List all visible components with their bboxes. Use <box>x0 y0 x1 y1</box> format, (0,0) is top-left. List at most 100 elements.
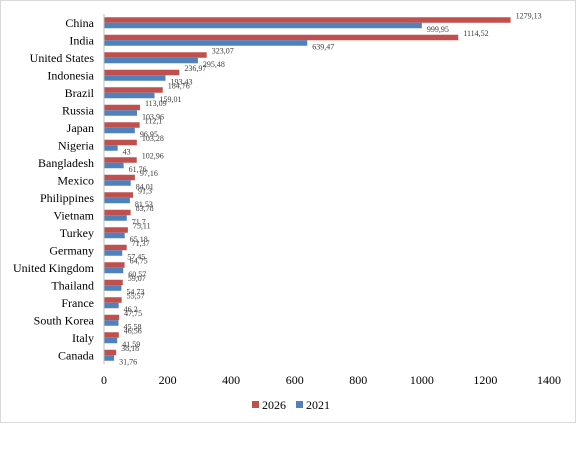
category-label-bangladesh: Bangladesh <box>38 156 94 170</box>
data-label-india-2026: 1114,52 <box>463 29 488 38</box>
data-label-thailand-2021: 54,73 <box>126 287 144 296</box>
bar-philippines-2026 <box>104 192 134 198</box>
bar-south-korea-2021 <box>104 320 119 326</box>
bar-italy-2021 <box>104 337 118 344</box>
category-labels-group: China India United States Indonesia Brazil Ru… <box>13 16 95 363</box>
bar-indonesia-2026 <box>104 69 180 76</box>
bar-mexico-2026 <box>104 174 135 181</box>
data-label-united-states-2021: 295,48 <box>203 60 225 69</box>
legend-label-2026: 2026 <box>262 398 286 412</box>
data-label-china-2021: 999,95 <box>427 25 449 34</box>
category-label-italy: Italy <box>72 331 94 345</box>
legend: 2026 2021 <box>252 398 330 412</box>
data-label-indonesia-2021: 193,43 <box>170 77 192 86</box>
bar-nigeria-2026 <box>104 139 137 146</box>
data-label-india-2021: 639,47 <box>312 42 334 51</box>
x-tick-label-1200: 1200 <box>473 373 497 387</box>
x-tick-label-1400: 1400 <box>537 373 561 387</box>
category-label-mexico: Mexico <box>57 173 94 187</box>
data-label-united-kingdom-2021: 60,57 <box>128 270 146 279</box>
bar-chart: 1279,13 999,95 1114,52 639,47 323,07 295,4823… <box>13 11 561 412</box>
category-label-canada: Canada <box>58 348 95 362</box>
category-label-china: China <box>65 16 94 30</box>
data-label-russia-2026: 113,09 <box>145 99 167 108</box>
bar-united-kingdom-2021 <box>104 267 124 274</box>
bar-china-2026 <box>104 17 511 23</box>
bar-philippines-2021 <box>104 197 130 204</box>
data-label-canada-2021: 31,76 <box>119 357 137 366</box>
bar-france-2021 <box>104 302 119 309</box>
data-label-united-kingdom-2026: 64,75 <box>130 256 148 265</box>
data-label-germany-2026: 71,37 <box>132 239 150 248</box>
data-labels-group: 1279,13 999,95 1114,52 639,47 323,07 295,4823… <box>119 11 541 366</box>
category-label-brazil: Brazil <box>65 86 95 100</box>
bar-canada-2021 <box>104 355 115 361</box>
data-label-canada-2026: 38,18 <box>121 344 139 353</box>
data-label-nigeria-2021: 43 <box>123 147 131 156</box>
bar-bangladesh-2026 <box>104 157 137 163</box>
bar-india-2026 <box>104 34 459 41</box>
data-label-russia-2021: 103,96 <box>142 112 164 121</box>
bar-france-2026 <box>104 297 122 303</box>
data-label-nigeria-2026: 103,28 <box>142 134 164 143</box>
data-label-thailand-2026: 59,07 <box>128 274 146 283</box>
x-tick-label-600: 600 <box>286 373 304 387</box>
bar-russia-2026 <box>104 104 140 111</box>
data-label-japan-2021: 96,95 <box>140 130 158 139</box>
chart-frame: 1279,13 999,95 1114,52 639,47 323,07 295,48 23… <box>0 0 576 423</box>
data-label-bangladesh-2026: 102,96 <box>142 151 164 160</box>
data-label-mexico-2021: 84,01 <box>136 182 154 191</box>
x-axis-ticks-group: 0 200 400 600 800 1000 1200 1400 <box>101 373 561 387</box>
bar-united-kingdom-2026 <box>104 262 125 268</box>
category-label-indonesia: Indonesia <box>47 68 94 82</box>
category-label-india: India <box>69 33 94 47</box>
category-label-thailand: Thailand <box>51 278 94 292</box>
x-tick-label-1000: 1000 <box>410 373 434 387</box>
category-label-united-states: United States <box>30 51 95 65</box>
data-label-philippines-2026: 91,3 <box>138 186 152 195</box>
legend-swatch-2021 <box>296 401 303 408</box>
data-label-south-korea-2021: 45,58 <box>123 322 141 331</box>
data-label-vietnam-2026: 83,78 <box>136 204 154 213</box>
bar-brazil-2021 <box>104 92 155 99</box>
bar-turkey-2021 <box>104 232 125 239</box>
data-label-turkey-2021: 65,18 <box>130 235 148 244</box>
bar-united-states-2021 <box>104 57 198 64</box>
bar-south-korea-2026 <box>104 314 120 321</box>
data-label-france-2026: 55,57 <box>127 291 145 300</box>
category-label-germany: Germany <box>49 243 94 257</box>
bar-turkey-2026 <box>104 227 128 233</box>
data-label-bangladesh-2021: 61,76 <box>129 165 147 174</box>
x-tick-label-0: 0 <box>101 373 107 387</box>
bar-brazil-2026 <box>104 87 163 93</box>
x-tick-label-400: 400 <box>222 373 240 387</box>
legend-swatch-2026 <box>252 401 259 408</box>
bar-japan-2026 <box>104 122 140 128</box>
bar-vietnam-2026 <box>104 209 131 216</box>
category-label-south-korea: South Korea <box>34 313 95 327</box>
x-tick-label-200: 200 <box>159 373 177 387</box>
data-label-france-2021: 46,2 <box>124 305 138 314</box>
data-label-mexico-2026: 97,16 <box>140 169 158 178</box>
data-label-germany-2021: 57,45 <box>127 252 145 261</box>
bar-japan-2021 <box>104 127 135 134</box>
bar-mexico-2021 <box>104 180 131 186</box>
data-label-turkey-2026: 75,11 <box>133 221 151 230</box>
category-label-japan: Japan <box>67 121 94 135</box>
data-label-vietnam-2021: 71,7 <box>132 217 146 226</box>
bar-bangladesh-2021 <box>104 162 124 169</box>
bar-canada-2026 <box>104 349 117 356</box>
bar-germany-2026 <box>104 244 127 251</box>
data-label-philippines-2021: 81,53 <box>135 200 153 209</box>
bars-group <box>104 17 511 361</box>
legend-label-2021: 2021 <box>306 398 330 412</box>
data-label-italy-2026: 46,56 <box>124 326 142 335</box>
data-label-italy-2021: 41,59 <box>122 340 140 349</box>
bar-china-2021 <box>104 22 422 29</box>
bar-vietnam-2021 <box>104 215 127 221</box>
category-label-russia: Russia <box>62 103 95 117</box>
bar-nigeria-2021 <box>104 145 118 151</box>
category-label-france: France <box>61 296 94 310</box>
category-label-turkey: Turkey <box>60 226 94 240</box>
category-label-nigeria: Nigeria <box>58 138 95 152</box>
